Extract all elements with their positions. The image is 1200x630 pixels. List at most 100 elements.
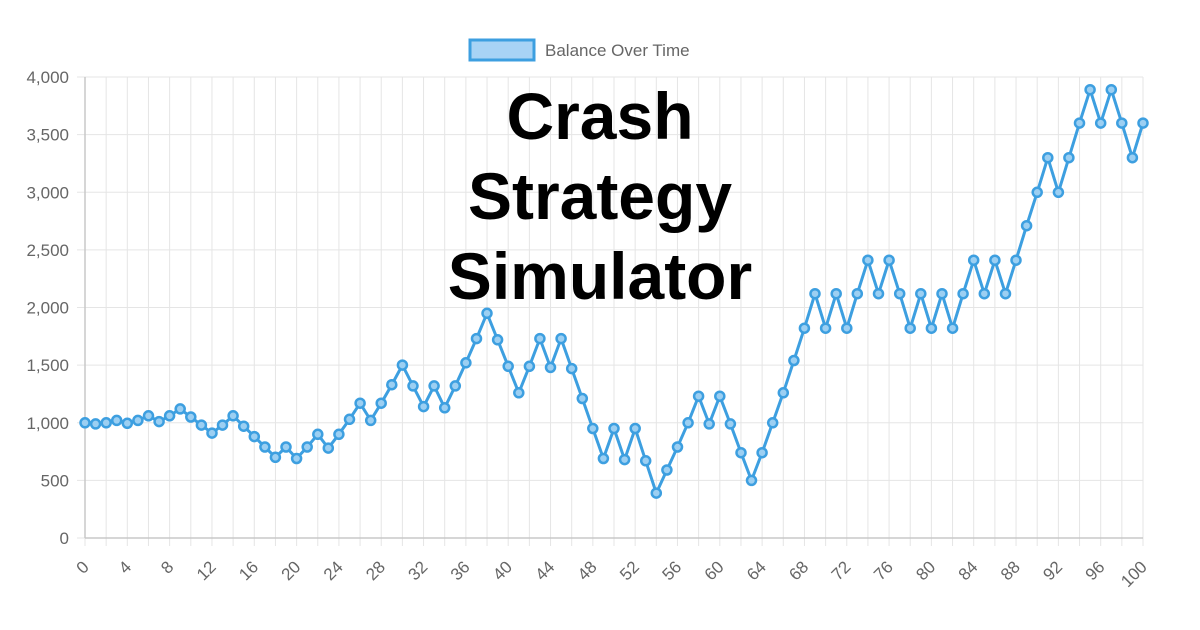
data-point[interactable]: [544, 361, 557, 374]
data-point[interactable]: [597, 452, 610, 465]
data-point[interactable]: [872, 287, 885, 300]
data-point[interactable]: [661, 464, 673, 476]
data-point[interactable]: [322, 442, 335, 454]
data-point[interactable]: [153, 415, 165, 428]
data-point[interactable]: [502, 360, 514, 373]
data-point[interactable]: [1063, 151, 1075, 164]
data-point[interactable]: [513, 387, 525, 399]
data-point[interactable]: [195, 419, 208, 431]
data-point[interactable]: [1010, 254, 1022, 266]
data-point[interactable]: [206, 427, 218, 439]
data-point[interactable]: [692, 390, 705, 402]
data-point[interactable]: [798, 322, 811, 334]
data-point[interactable]: [89, 418, 102, 430]
data-point[interactable]: [904, 322, 916, 334]
data-point[interactable]: [618, 453, 631, 466]
data-point[interactable]: [301, 441, 313, 453]
data-point[interactable]: [1042, 151, 1054, 164]
data-point[interactable]: [174, 403, 186, 415]
data-point[interactable]: [110, 414, 123, 427]
data-point[interactable]: [470, 332, 483, 345]
data-point[interactable]: [449, 380, 462, 392]
data-point[interactable]: [163, 410, 176, 422]
data-point[interactable]: [819, 322, 832, 334]
data-point[interactable]: [1094, 117, 1107, 129]
data-point[interactable]: [735, 446, 747, 459]
legend-label[interactable]: Balance Over Time: [545, 41, 690, 60]
data-point[interactable]: [227, 410, 239, 422]
data-point[interactable]: [629, 422, 641, 435]
data-point[interactable]: [364, 414, 377, 427]
data-point[interactable]: [766, 417, 779, 429]
data-point[interactable]: [312, 428, 324, 441]
data-point[interactable]: [777, 387, 790, 399]
data-point[interactable]: [1137, 117, 1149, 129]
data-point[interactable]: [862, 254, 874, 266]
data-point[interactable]: [555, 332, 567, 345]
data-point[interactable]: [978, 287, 991, 300]
data-point[interactable]: [1031, 186, 1043, 199]
data-point[interactable]: [237, 420, 250, 432]
data-point[interactable]: [830, 287, 842, 300]
data-point[interactable]: [386, 378, 398, 391]
data-point[interactable]: [354, 397, 366, 409]
data-point[interactable]: [142, 410, 155, 422]
data-point[interactable]: [428, 380, 440, 392]
data-point[interactable]: [809, 287, 821, 300]
data-point[interactable]: [280, 441, 292, 453]
data-point[interactable]: [1073, 117, 1086, 129]
data-point[interactable]: [523, 360, 536, 373]
data-point[interactable]: [1126, 151, 1139, 164]
data-point[interactable]: [682, 417, 694, 429]
data-point[interactable]: [216, 419, 229, 431]
data-point[interactable]: [967, 254, 980, 266]
data-point[interactable]: [756, 446, 768, 459]
data-point[interactable]: [375, 397, 387, 409]
data-point[interactable]: [999, 287, 1012, 300]
data-point[interactable]: [407, 380, 419, 392]
data-point[interactable]: [936, 287, 948, 300]
data-point[interactable]: [893, 287, 906, 300]
data-point[interactable]: [957, 287, 969, 300]
data-point[interactable]: [841, 322, 853, 334]
data-point[interactable]: [1052, 186, 1065, 199]
data-point[interactable]: [460, 357, 472, 369]
legend-swatch[interactable]: [468, 38, 536, 62]
data-point[interactable]: [1116, 117, 1128, 129]
data-point[interactable]: [248, 430, 261, 443]
data-point[interactable]: [703, 418, 715, 430]
data-point[interactable]: [269, 451, 282, 464]
data-point[interactable]: [1084, 83, 1096, 96]
data-point[interactable]: [79, 417, 91, 429]
data-point[interactable]: [100, 417, 112, 429]
data-point[interactable]: [290, 452, 303, 465]
data-point[interactable]: [438, 402, 451, 414]
data-point[interactable]: [1105, 83, 1118, 96]
data-point[interactable]: [1020, 219, 1033, 232]
data-point[interactable]: [946, 322, 959, 334]
data-point[interactable]: [671, 441, 684, 453]
data-point[interactable]: [989, 254, 1001, 266]
data-point[interactable]: [396, 359, 409, 371]
data-point[interactable]: [121, 417, 134, 430]
legend[interactable]: Balance Over Time: [468, 38, 690, 62]
data-point[interactable]: [639, 455, 652, 467]
data-point[interactable]: [915, 287, 927, 300]
data-point[interactable]: [132, 414, 144, 427]
data-point[interactable]: [534, 332, 546, 345]
data-point[interactable]: [925, 322, 938, 334]
data-point[interactable]: [565, 362, 578, 375]
data-point[interactable]: [745, 474, 758, 487]
data-point[interactable]: [481, 307, 493, 320]
data-point[interactable]: [587, 422, 599, 435]
data-point[interactable]: [491, 334, 504, 346]
data-point[interactable]: [608, 422, 620, 435]
data-point[interactable]: [417, 400, 430, 413]
data-point[interactable]: [333, 428, 345, 441]
data-point[interactable]: [259, 441, 271, 453]
data-point[interactable]: [576, 392, 589, 405]
data-point[interactable]: [883, 254, 895, 266]
data-point[interactable]: [343, 413, 356, 426]
data-point[interactable]: [724, 418, 737, 430]
data-point[interactable]: [185, 411, 197, 423]
